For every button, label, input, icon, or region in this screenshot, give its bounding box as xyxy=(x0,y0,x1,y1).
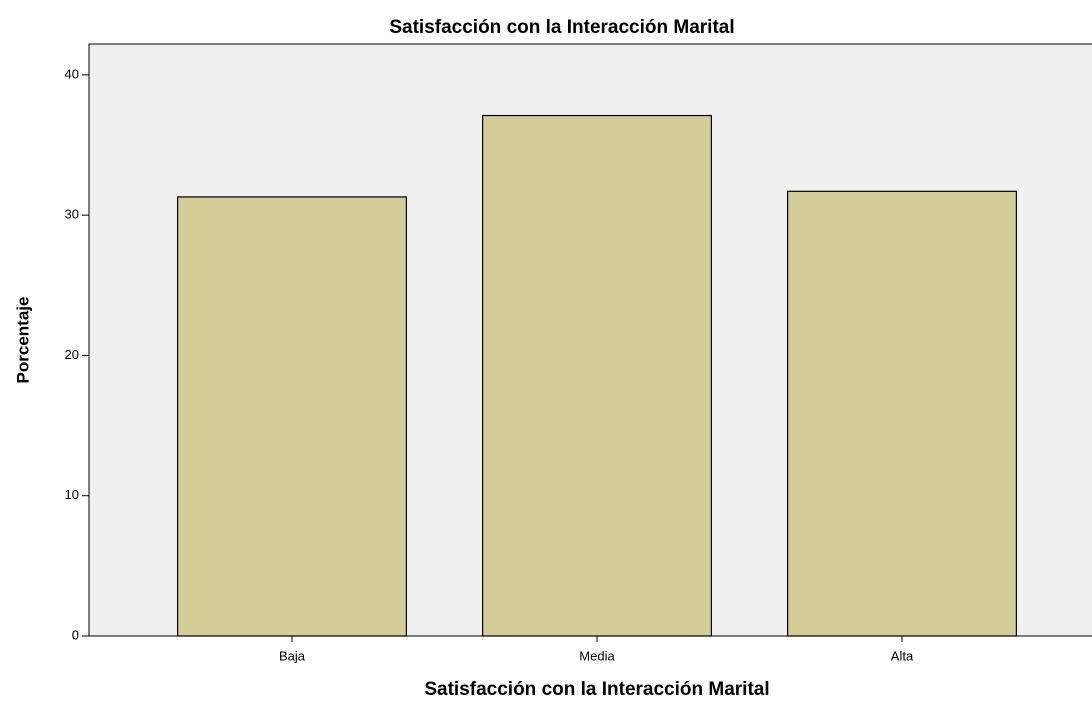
x-tick-label: Alta xyxy=(891,648,914,663)
x-tick-label: Media xyxy=(579,648,615,663)
x-axis-label: Satisfacción con la Interacción Marital xyxy=(424,679,769,700)
y-tick-label: 40 xyxy=(65,66,79,81)
x-tick-label: Baja xyxy=(279,648,306,663)
chart-title: Satisfacción con la Interacción Marital xyxy=(389,17,734,38)
y-tick-label: 30 xyxy=(65,207,79,222)
y-tick-label: 0 xyxy=(72,627,79,642)
bar xyxy=(482,114,712,637)
y-tick-label: 20 xyxy=(65,347,79,362)
y-tick-label: 10 xyxy=(65,487,79,502)
bar xyxy=(177,196,407,637)
y-axis-label: Porcentaje xyxy=(13,297,32,384)
bar xyxy=(787,190,1017,637)
